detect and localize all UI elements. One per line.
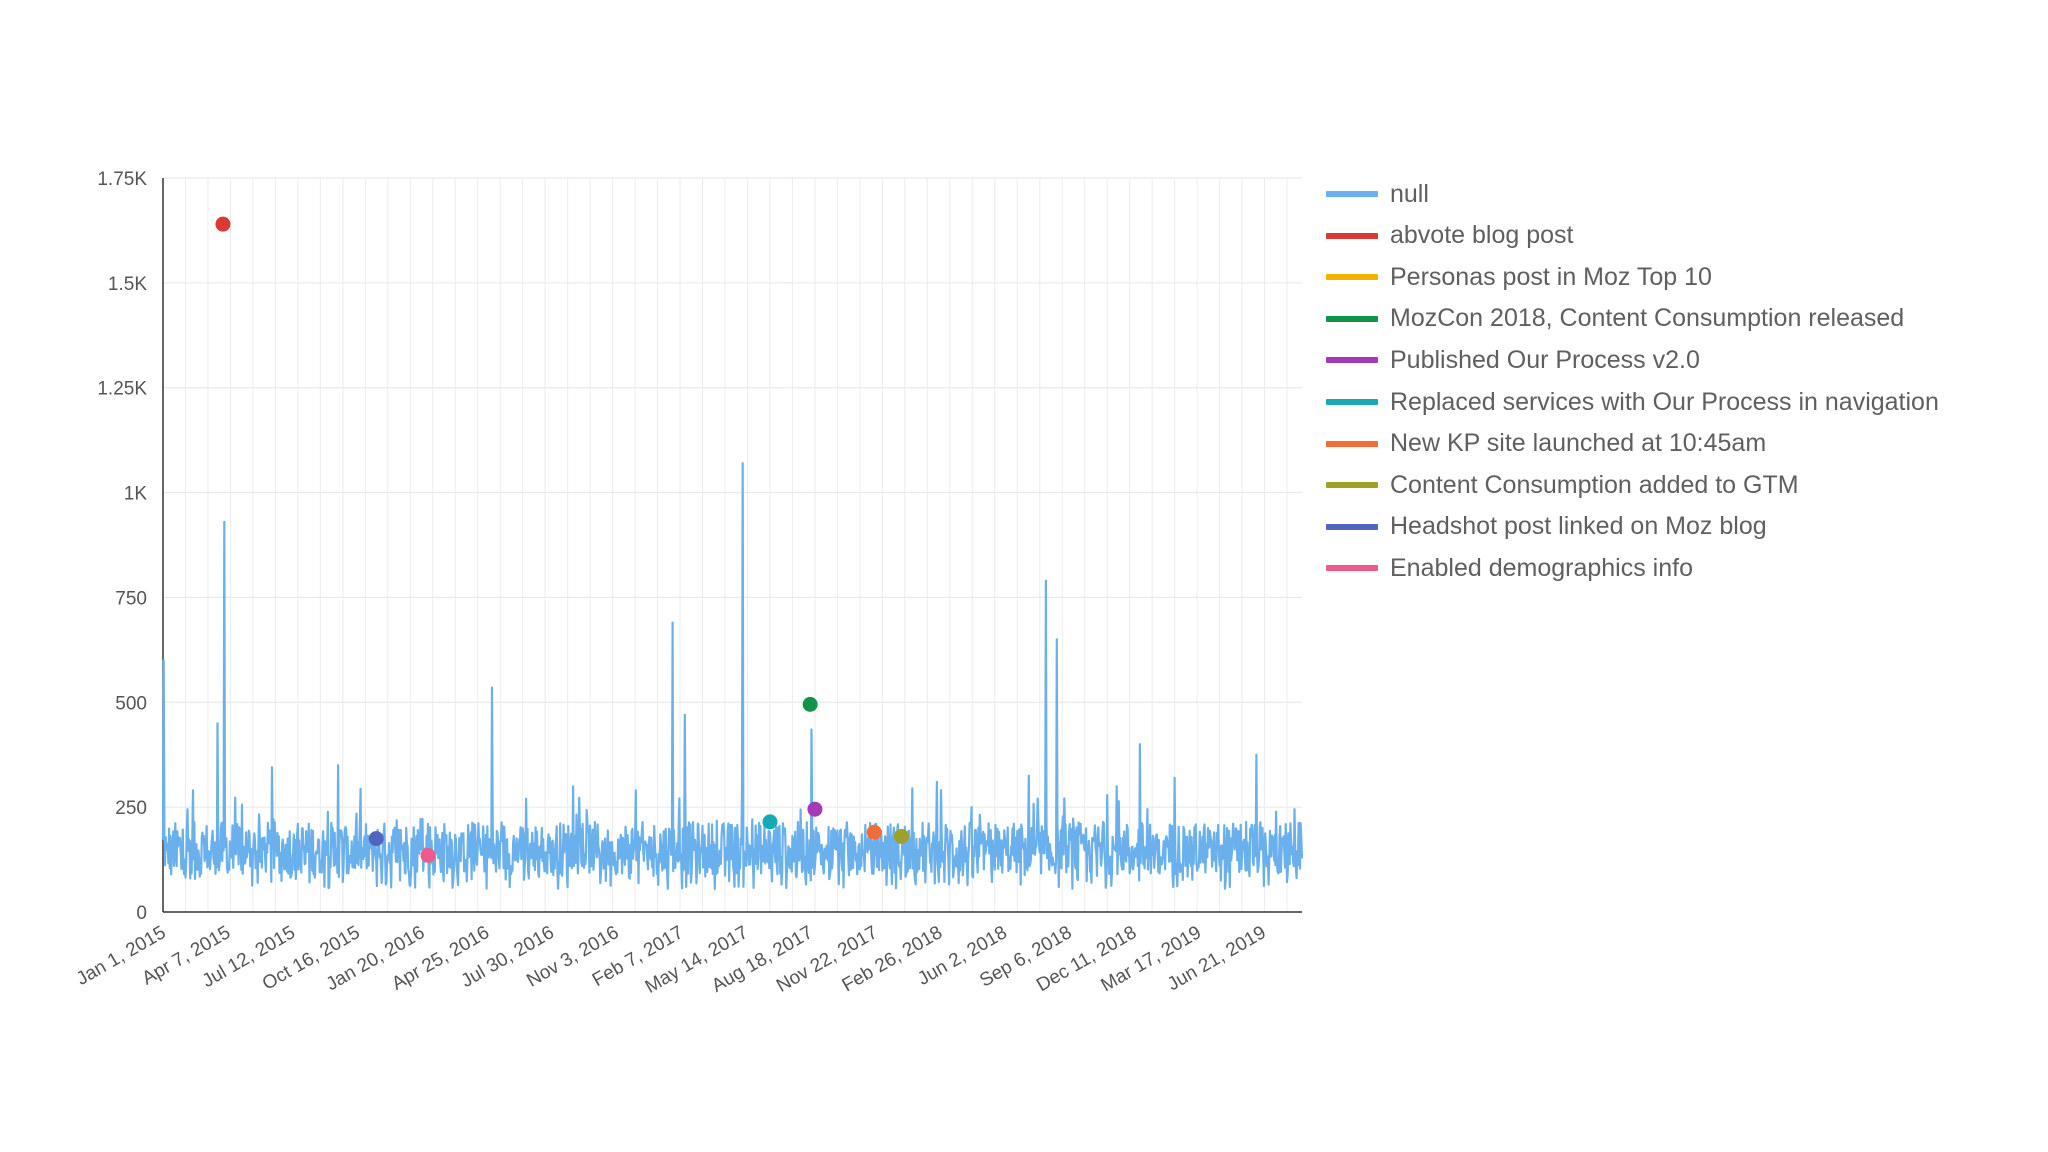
y-tick-label: 1.5K bbox=[108, 274, 147, 295]
y-tick-label: 1K bbox=[124, 484, 148, 505]
legend-label: Personas post in Moz Top 10 bbox=[1390, 262, 1712, 291]
axes bbox=[162, 178, 1302, 913]
annotation-marker-0[interactable] bbox=[215, 216, 231, 232]
annotation-marker-6[interactable] bbox=[893, 829, 909, 845]
legend-swatch bbox=[1326, 232, 1378, 239]
legend-item[interactable]: Personas post in Moz Top 10 bbox=[1326, 257, 1712, 297]
y-tick-label: 250 bbox=[115, 798, 147, 819]
y-tick-label: 0 bbox=[136, 903, 147, 924]
annotation-marker-7[interactable] bbox=[368, 831, 384, 847]
annotation-marker-3[interactable] bbox=[807, 801, 823, 817]
grid bbox=[163, 177, 1302, 912]
legend-label: Content Consumption added to GTM bbox=[1390, 470, 1799, 499]
legend-item[interactable]: Headshot post linked on Moz blog bbox=[1326, 507, 1767, 547]
legend-label: New KP site launched at 10:45am bbox=[1390, 429, 1767, 458]
y-axis-ticks: 0 250 500 750 1K 1.25K 1.5K 1.75K bbox=[97, 169, 147, 924]
legend-swatch bbox=[1326, 523, 1378, 530]
annotation-marker-5[interactable] bbox=[866, 824, 882, 840]
annotation-markers bbox=[215, 216, 909, 863]
legend-swatch bbox=[1326, 482, 1378, 489]
legend-label: null bbox=[1390, 179, 1429, 208]
legend-swatch bbox=[1326, 565, 1378, 572]
legend-item[interactable]: Published Our Process v2.0 bbox=[1326, 340, 1700, 380]
legend-item[interactable]: New KP site launched at 10:45am bbox=[1326, 424, 1766, 464]
annotation-marker-4[interactable] bbox=[762, 814, 778, 830]
legend-label: Headshot post linked on Moz blog bbox=[1390, 512, 1767, 541]
legend-label: MozCon 2018, Content Consumption release… bbox=[1390, 304, 1905, 333]
legend-swatch bbox=[1326, 315, 1378, 322]
y-tick-label: 1.75K bbox=[97, 169, 147, 190]
legend-swatch bbox=[1326, 440, 1378, 447]
legend-item[interactable]: Replaced services with Our Process in na… bbox=[1326, 382, 1939, 422]
legend-label: Replaced services with Our Process in na… bbox=[1390, 387, 1939, 416]
legend-swatch bbox=[1326, 191, 1378, 197]
legend-swatch bbox=[1326, 399, 1378, 405]
series-line-null bbox=[161, 462, 1304, 890]
annotation-marker-2[interactable] bbox=[802, 696, 818, 712]
legend-label: Enabled demographics info bbox=[1390, 553, 1693, 582]
legend-label: abvote blog post bbox=[1390, 221, 1574, 250]
legend-item[interactable]: Enabled demographics info bbox=[1326, 548, 1693, 588]
legend-label: Published Our Process v2.0 bbox=[1390, 345, 1700, 374]
legend-item[interactable]: MozCon 2018, Content Consumption release… bbox=[1326, 299, 1904, 339]
legend-swatch bbox=[1326, 274, 1378, 281]
y-tick-label: 750 bbox=[115, 588, 147, 609]
y-tick-label: 1.25K bbox=[97, 379, 147, 400]
annotation-marker-8[interactable] bbox=[420, 847, 436, 863]
y-tick-label: 500 bbox=[115, 693, 147, 714]
legend-item[interactable]: null bbox=[1326, 174, 1429, 214]
legend-item[interactable]: Content Consumption added to GTM bbox=[1326, 465, 1799, 505]
legend-item[interactable]: abvote blog post bbox=[1326, 216, 1573, 256]
legend-swatch bbox=[1326, 357, 1378, 364]
